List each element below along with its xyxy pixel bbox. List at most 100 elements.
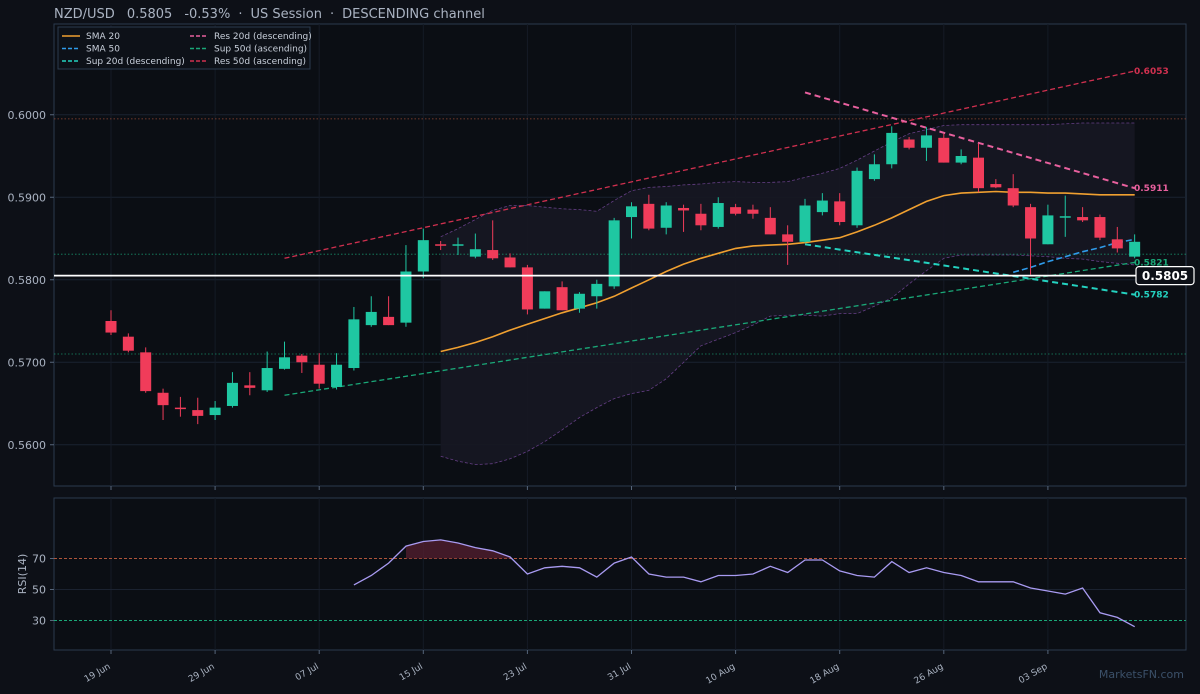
candle-body <box>990 184 1002 188</box>
candle-body <box>730 207 742 214</box>
candle-body <box>573 293 585 309</box>
candle-body <box>695 213 707 226</box>
candle-body <box>452 244 464 246</box>
candle-body <box>365 311 377 326</box>
candle-body <box>920 135 932 148</box>
symbol: NZD/USD <box>54 7 115 22</box>
bollinger-fill <box>440 123 1135 465</box>
rsi-panel <box>53 497 1187 651</box>
candle-body <box>591 283 603 297</box>
y-tick-label: 0.6000 <box>8 109 47 122</box>
legend-label-res50: Res 50d (ascending) <box>214 57 306 67</box>
y-tick-label: 0.5800 <box>8 274 47 287</box>
rsi-axis: 30 50 70 <box>32 553 54 628</box>
session: US Session <box>250 7 322 22</box>
rsi-axis-label: RSI(14) <box>16 554 29 594</box>
candle-body <box>886 132 898 165</box>
candle-body <box>296 355 308 363</box>
legend-label-sma50: SMA 50 <box>86 45 120 55</box>
trendline-res20 <box>804 91 1135 190</box>
rsi-tick-label: 70 <box>32 553 46 566</box>
candle-body <box>660 205 672 228</box>
candle-body <box>1111 239 1123 249</box>
candle-body <box>417 240 429 272</box>
sma50-line <box>1012 238 1135 274</box>
current-price-box <box>1135 266 1195 286</box>
candle-body <box>643 203 655 229</box>
legend-label-sup50: Sup 50d (ascending) <box>214 45 307 55</box>
candle-body <box>782 234 794 242</box>
candle-body <box>868 164 880 180</box>
price: 0.5805 <box>127 7 173 22</box>
candle-body <box>348 319 360 369</box>
candle-body <box>313 364 325 384</box>
legend-label-sup20: Sup 20d (descending) <box>86 57 185 67</box>
candles <box>105 126 1141 425</box>
candle-body <box>469 249 481 257</box>
candle-body <box>209 407 221 416</box>
candle-body <box>174 407 186 410</box>
y-tick-label: 0.5600 <box>8 439 47 452</box>
candle-body <box>435 244 447 246</box>
candle-body <box>764 217 776 235</box>
current-price-label: 0.5805 <box>1142 269 1188 283</box>
legend-box <box>57 26 311 70</box>
candle-body <box>938 137 950 163</box>
candle-body <box>799 205 811 242</box>
candle-body <box>747 209 759 214</box>
trendline-label-res20: 0.5911 <box>1134 184 1169 194</box>
y-tick-label: 0.5700 <box>8 356 47 369</box>
bollinger-bands <box>440 122 1135 466</box>
candle-body <box>712 203 724 227</box>
candle-body <box>539 291 551 309</box>
change: -0.53% <box>184 7 230 22</box>
candle-body <box>834 201 846 222</box>
trendline-label-sup50: 0.5821 <box>1134 258 1169 268</box>
candle-body <box>1077 217 1089 221</box>
candle-body <box>973 157 984 189</box>
trendlines <box>284 70 1135 396</box>
candle-body <box>279 357 290 369</box>
candle-body <box>140 352 152 392</box>
current-price-line: 0.5805 <box>54 266 1195 286</box>
bollinger-upper <box>440 122 1135 238</box>
candle-body <box>400 271 412 323</box>
candle-body <box>331 364 343 387</box>
trendline-label-res50: 0.6053 <box>1134 67 1169 77</box>
rsi-grid <box>54 498 1186 650</box>
trendline-sup20 <box>804 243 1135 296</box>
bollinger-lower <box>440 254 1135 466</box>
trendline-labels: 0.6053 0.5821 0.5911 0.5782 <box>1134 67 1169 301</box>
candle-body <box>816 200 828 213</box>
rsi-line <box>353 539 1136 628</box>
candle-body <box>903 139 915 148</box>
candle-body <box>556 287 568 311</box>
candle-body <box>626 206 637 218</box>
candle-body <box>1042 215 1054 245</box>
watermark: MarketsFN.com <box>1099 668 1184 681</box>
candle-body <box>1094 217 1106 238</box>
candle-body <box>1007 188 1019 206</box>
candle-body <box>851 170 863 226</box>
rsi-overbought-fill <box>406 539 511 559</box>
y-tick-label: 0.5900 <box>8 191 47 204</box>
rsi-line-group <box>353 539 1136 628</box>
legend-label-sma20: SMA 20 <box>86 32 120 42</box>
candle-body <box>504 257 516 268</box>
price-axis: 0.5600 0.5700 0.5800 0.5900 0.6000 <box>8 109 54 452</box>
candle-body <box>226 382 238 406</box>
candle-body <box>122 336 134 351</box>
pattern: DESCENDING channel <box>342 7 485 22</box>
candle-body <box>105 321 117 333</box>
candle-body <box>261 368 273 391</box>
candle-body <box>192 410 204 416</box>
trendline-label-sup20: 0.5782 <box>1134 291 1169 301</box>
legend-label-res20: Res 20d (descending) <box>214 32 312 42</box>
candle-body <box>157 392 169 406</box>
rsi-tick-label: 30 <box>32 615 46 628</box>
candle-body <box>383 316 395 326</box>
candle-body <box>487 250 499 259</box>
candle-body <box>955 156 967 163</box>
